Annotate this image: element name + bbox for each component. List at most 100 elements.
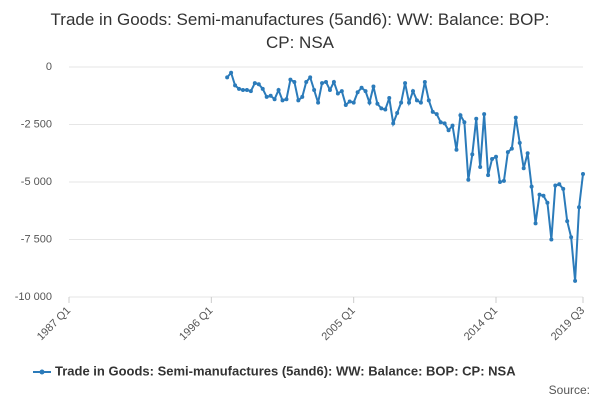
point xyxy=(371,84,376,89)
x-tick-label: 2014 Q1 xyxy=(462,305,500,343)
point xyxy=(229,70,234,75)
point xyxy=(478,165,483,170)
source-label: Source: xyxy=(549,383,590,397)
point xyxy=(288,77,293,82)
point xyxy=(296,98,301,103)
point xyxy=(316,100,321,105)
point xyxy=(383,107,388,112)
point xyxy=(335,91,340,96)
point xyxy=(458,113,463,118)
y-tick-label: -5 000 xyxy=(21,176,52,188)
point xyxy=(248,89,253,94)
point xyxy=(284,97,289,102)
point xyxy=(351,100,356,105)
point xyxy=(292,79,297,84)
point xyxy=(438,120,443,125)
point xyxy=(359,85,364,90)
point xyxy=(450,123,455,128)
point xyxy=(529,184,534,189)
point xyxy=(410,89,415,94)
point xyxy=(331,79,336,84)
point xyxy=(407,100,412,105)
point xyxy=(280,98,285,103)
point xyxy=(260,86,265,91)
y-tick-label: -10 000 xyxy=(15,291,52,303)
point xyxy=(233,83,238,88)
point xyxy=(517,140,522,145)
point xyxy=(300,94,305,99)
point xyxy=(418,100,423,105)
point xyxy=(244,88,249,92)
point xyxy=(343,102,348,107)
point xyxy=(581,171,585,176)
point xyxy=(367,100,372,105)
point xyxy=(312,88,317,92)
x-tick-label: 2019 Q3 xyxy=(549,305,587,343)
legend-marker xyxy=(39,369,45,375)
point xyxy=(573,278,578,283)
y-tick-label: -7 500 xyxy=(21,233,52,245)
point xyxy=(430,109,435,114)
point xyxy=(565,219,570,224)
x-tick-label: 1996 Q1 xyxy=(177,305,215,343)
point xyxy=(561,186,566,191)
point xyxy=(399,100,404,105)
point xyxy=(395,111,400,115)
point xyxy=(308,75,313,80)
point xyxy=(549,237,554,242)
point xyxy=(474,116,479,121)
point xyxy=(422,79,427,84)
point xyxy=(379,106,384,111)
point xyxy=(525,151,530,156)
point xyxy=(268,93,273,98)
point xyxy=(256,82,261,87)
point xyxy=(486,173,491,178)
point xyxy=(521,166,526,171)
point xyxy=(240,88,245,92)
point xyxy=(505,150,510,155)
legend-label: Trade in Goods: Semi-manufactures (5and6… xyxy=(55,363,516,378)
point xyxy=(355,90,360,95)
series-line xyxy=(226,70,584,281)
point xyxy=(497,180,502,184)
point xyxy=(482,112,487,117)
point xyxy=(339,89,344,94)
point xyxy=(553,183,558,188)
point xyxy=(462,120,467,125)
point xyxy=(557,182,562,187)
point xyxy=(225,75,230,80)
x-tick-label: 1987 Q1 xyxy=(35,305,73,343)
point xyxy=(470,152,475,157)
x-tick-label: 2005 Q1 xyxy=(320,305,358,343)
point xyxy=(387,96,392,101)
point xyxy=(466,177,471,182)
point xyxy=(252,81,257,86)
point xyxy=(490,157,495,161)
point xyxy=(509,146,514,151)
point xyxy=(391,121,396,126)
point xyxy=(304,79,309,84)
point xyxy=(276,88,281,92)
point xyxy=(501,178,506,183)
point xyxy=(426,98,431,103)
point xyxy=(237,86,242,91)
point xyxy=(446,128,451,133)
point xyxy=(272,97,277,102)
point xyxy=(533,221,538,226)
point xyxy=(454,147,459,152)
point xyxy=(537,192,542,197)
point xyxy=(403,81,408,86)
point xyxy=(434,112,439,117)
y-tick-label: -2 500 xyxy=(21,118,52,130)
point xyxy=(414,98,419,103)
point xyxy=(324,79,328,84)
point xyxy=(442,121,447,126)
point xyxy=(513,115,518,120)
point xyxy=(577,205,582,210)
point xyxy=(494,154,499,159)
point xyxy=(545,200,550,205)
point xyxy=(569,235,574,240)
chart-title: Trade in Goods: Semi-manufactures (5and6… xyxy=(50,10,550,52)
